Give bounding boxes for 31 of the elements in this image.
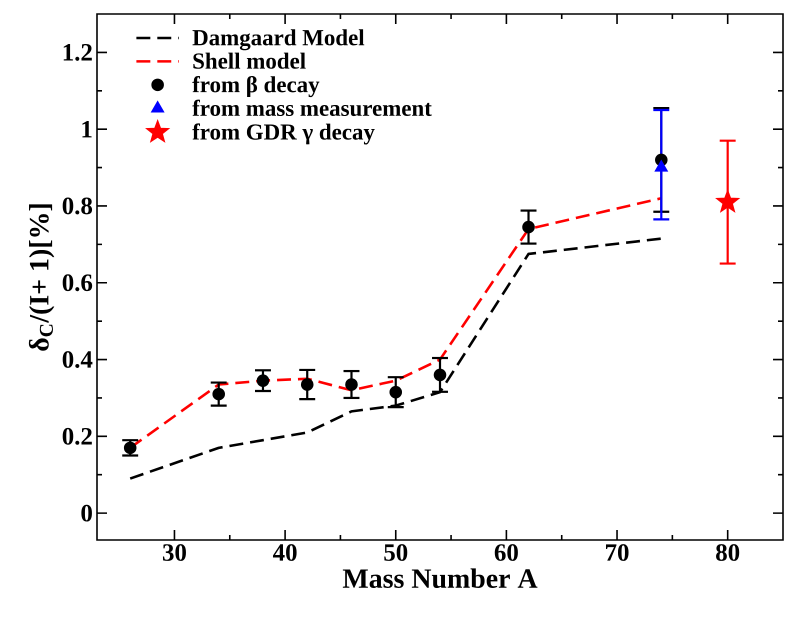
y-axis-title: δ$_{C}$/(I+ 1)[%] [28, 204, 54, 351]
y-tick-label: 0.4 [62, 351, 92, 368]
x-tick-label: 60 [494, 544, 518, 561]
legend-label: from GDR γ decay [192, 123, 375, 144]
x-tick-label: 70 [606, 544, 629, 561]
point [124, 442, 136, 454]
y-tick-label: 0.6 [62, 274, 92, 292]
x-tick-label: 30 [162, 544, 186, 561]
legend-label: Damgaard Model [192, 29, 364, 50]
y-tick-label: 0.2 [62, 428, 92, 445]
y-tick-label: 0.8 [62, 198, 92, 214]
x-tick-label: 80 [716, 544, 740, 561]
legend-label: from β decay [192, 76, 320, 98]
y-tick-label: 1.2 [64, 44, 92, 61]
x-tick-label: 40 [272, 544, 297, 561]
point [256, 374, 270, 387]
point [716, 190, 739, 212]
point [434, 368, 446, 382]
point [212, 388, 225, 400]
y-tick-label: 1 [82, 120, 92, 138]
point [654, 160, 668, 172]
legend-label: from mass measurement [192, 100, 432, 116]
line-series [128, 237, 663, 480]
point [345, 378, 358, 391]
point [522, 220, 535, 234]
x-axis-title: Mass Number A [342, 568, 538, 588]
y-tick-label: 0 [81, 504, 92, 522]
x-tick-label: 50 [384, 544, 408, 561]
point [300, 378, 314, 391]
legend-label: Shell model [193, 52, 306, 69]
point [389, 386, 402, 398]
